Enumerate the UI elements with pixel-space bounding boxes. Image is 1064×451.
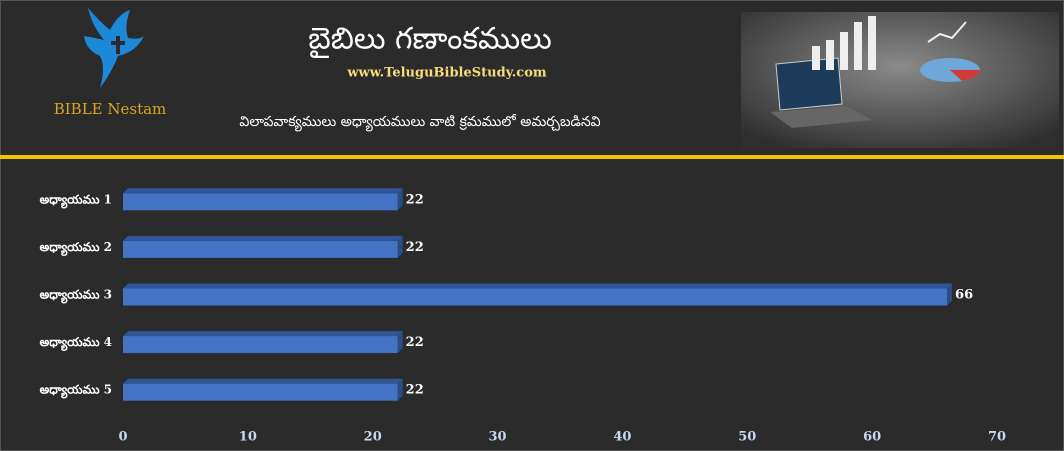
x-tick-label: 50 <box>738 430 756 445</box>
x-tick-label: 0 <box>118 430 127 445</box>
x-tick-label: 10 <box>239 430 257 445</box>
bar-top <box>123 331 403 337</box>
value-label: 22 <box>406 335 424 350</box>
logo: BIBLE Nestam <box>54 8 167 118</box>
value-label: 22 <box>406 383 424 398</box>
bar <box>123 336 398 354</box>
image-bar <box>868 16 876 70</box>
bar-side <box>397 235 403 258</box>
y-tick-label: అధ్యాయము 3 <box>40 288 112 304</box>
laptop-base <box>770 106 872 128</box>
header-image <box>741 12 1059 148</box>
bar-top <box>123 235 403 241</box>
x-tick-label: 40 <box>613 430 631 445</box>
y-tick-label: అధ్యాయము 5 <box>40 383 112 399</box>
value-label: 22 <box>406 240 424 255</box>
bar-top <box>123 378 403 384</box>
image-line <box>927 21 967 43</box>
image-bar <box>812 46 820 70</box>
chart-title: బైబిలు గణాంకములు <box>308 22 552 59</box>
bar-side <box>397 331 403 354</box>
value-label: 66 <box>955 288 973 303</box>
bar <box>123 383 398 401</box>
y-tick-label: అధ్యాయము 1 <box>40 192 112 208</box>
logo-dove <box>84 8 144 88</box>
image-bar <box>854 22 862 70</box>
bar-top <box>123 188 403 194</box>
bar <box>123 240 398 258</box>
image-bar <box>826 40 834 70</box>
bar-side <box>397 378 403 401</box>
x-tick-label: 20 <box>364 430 382 445</box>
x-tick-label: 70 <box>988 430 1006 445</box>
bar-side <box>397 188 403 211</box>
y-tick-label: అధ్యాయము 2 <box>40 240 112 256</box>
bar-side <box>947 283 953 306</box>
y-tick-label: అధ్యాయము 4 <box>40 335 112 351</box>
chart-subtitle: విలాపవాక్యములు అధ్యాయములు వాటి క్రమములో … <box>239 114 600 132</box>
bar <box>123 288 948 306</box>
bar <box>123 193 398 211</box>
x-tick-label: 60 <box>863 430 881 445</box>
image-pie <box>950 70 980 81</box>
x-tick-label: 30 <box>489 430 507 445</box>
website: www.TeluguBibleStudy.com <box>346 66 547 81</box>
image-bar <box>840 32 848 70</box>
logo-cross <box>111 41 125 45</box>
value-label: 22 <box>406 192 424 207</box>
logo-text: BIBLE Nestam <box>54 100 167 118</box>
bar-top <box>123 283 953 289</box>
